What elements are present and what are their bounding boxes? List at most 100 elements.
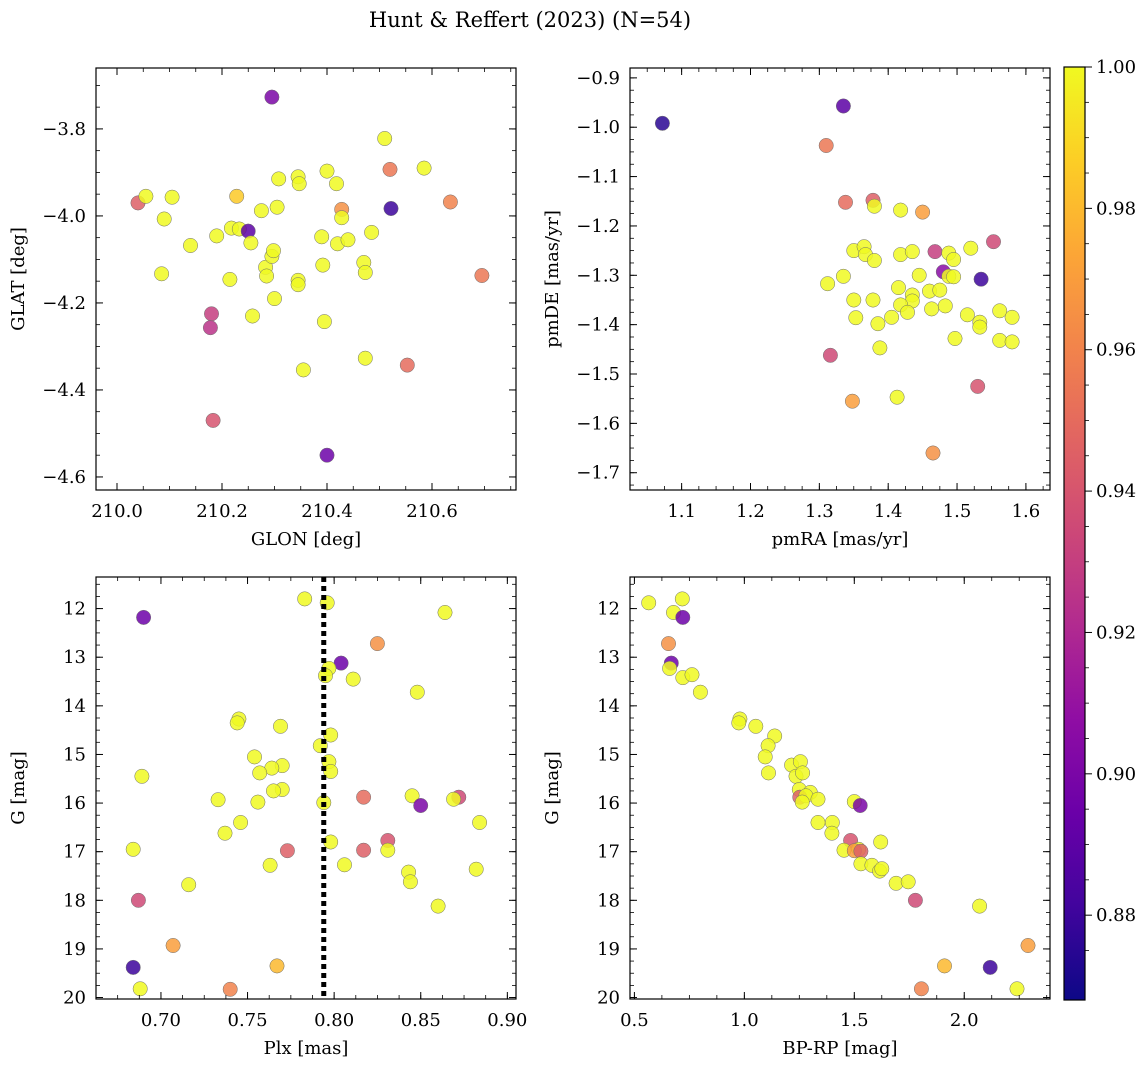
data-point: [252, 765, 268, 781]
y-tick-label: 15: [597, 744, 620, 765]
data-point: [913, 981, 929, 997]
subplot-2: 1.1 1.2 1.3 1.4 1.5 1.6 −0.9 −1.0 −1.1 −1.2 −1.3 −1…: [542, 67, 1051, 550]
data-point: [204, 306, 219, 322]
data-point: [947, 331, 963, 346]
data-point: [932, 282, 948, 298]
data-point: [748, 718, 764, 734]
data-point: [810, 815, 826, 830]
data-point: [154, 266, 170, 282]
y-tick-label: 19: [63, 939, 86, 960]
data-point: [156, 211, 172, 227]
data-point: [315, 257, 331, 273]
y-tick-label: 15: [63, 744, 86, 765]
data-point: [761, 765, 776, 781]
data-point: [889, 389, 905, 405]
y-tick-label: 16: [63, 793, 86, 814]
x-axis-label: BP-RP [mag]: [782, 1038, 897, 1059]
colorbar-tick-label: 0.98: [1096, 198, 1136, 219]
figure-title: Hunt & Reffert (2023) (N=54): [369, 8, 691, 32]
data-point: [210, 792, 226, 808]
data-point: [264, 89, 280, 105]
data-point: [661, 636, 676, 652]
data-point: [202, 320, 218, 336]
data-point: [838, 194, 853, 210]
data-point: [209, 228, 225, 244]
data-point: [138, 188, 154, 204]
data-point: [316, 314, 332, 330]
data-point: [937, 958, 952, 974]
data-point: [915, 204, 931, 220]
x-tick-label: 1.1: [667, 501, 696, 522]
y-tick-label: 17: [597, 842, 620, 863]
colorbar-tick-label: 1.00: [1096, 57, 1136, 78]
data-point: [253, 203, 269, 219]
data-point: [866, 198, 882, 214]
data-point: [291, 176, 307, 192]
y-tick-label: 12: [597, 599, 620, 620]
data-point: [891, 280, 906, 296]
data-point: [130, 892, 146, 908]
y-tick-label: −1.7: [576, 463, 620, 484]
data-point: [1004, 334, 1020, 350]
y-tick-label: 18: [597, 890, 620, 911]
y-tick-label: −4.0: [42, 206, 86, 227]
data-point: [810, 791, 826, 807]
data-point: [820, 276, 836, 292]
x-tick-label: 0.85: [401, 1010, 441, 1031]
data-point: [402, 874, 418, 890]
data-point: [870, 316, 886, 332]
y-tick-label: −4.4: [42, 380, 86, 401]
data-point: [345, 671, 361, 687]
data-point: [824, 825, 840, 841]
data-point: [183, 238, 198, 253]
y-tick-label: 14: [597, 696, 620, 717]
axes-frame: [629, 67, 1051, 491]
data-point: [165, 938, 181, 953]
data-point: [217, 825, 233, 841]
data-point: [273, 718, 288, 734]
data-point: [229, 715, 245, 731]
colorbar: 0.88 0.90 0.92 0.94 0.96 0.98 1.00: [1063, 57, 1136, 1001]
data-point: [266, 783, 281, 799]
data-point: [946, 269, 962, 285]
data-point: [972, 319, 988, 335]
data-point: [992, 303, 1008, 319]
scatter-points: [130, 89, 490, 463]
data-point: [364, 224, 380, 240]
data-point: [973, 271, 989, 287]
data-point: [468, 861, 484, 877]
data-point: [474, 268, 490, 283]
colorbar-tick-label: 0.88: [1096, 905, 1136, 926]
data-point: [900, 304, 915, 320]
data-point: [134, 768, 150, 784]
x-axis-label: Plx [mas]: [264, 1038, 349, 1059]
data-point: [900, 874, 916, 890]
data-point: [125, 841, 141, 857]
colorbar-tick-label: 0.90: [1096, 764, 1136, 785]
data-point: [279, 843, 295, 859]
data-point: [267, 291, 282, 307]
x-tick-label: 1.4: [874, 501, 903, 522]
y-tick-label: −1.5: [576, 364, 620, 385]
subplot-1: 210.0 210.2 210.4 210.6 −3.8 −4.0 −4.2 −4.4 −4.6…: [8, 67, 517, 550]
data-point: [1004, 309, 1020, 325]
data-point: [884, 309, 900, 325]
y-tick-label: −1.2: [576, 216, 620, 237]
data-point: [404, 788, 420, 804]
data-point: [383, 201, 399, 216]
subplot-3: 0.70 0.75 0.80 0.85 0.90 12 13 14 15 16 17 18 19 20 Pl…: [8, 576, 527, 1059]
y-axis-label: pmDE [mas/yr]: [542, 210, 563, 348]
data-point: [972, 898, 988, 914]
x-axis-label: GLON [deg]: [251, 529, 361, 550]
axes-frame: [95, 576, 517, 1000]
data-point: [380, 842, 396, 858]
data-point: [323, 764, 339, 779]
data-point: [205, 412, 221, 428]
y-tick-label: 18: [63, 890, 86, 911]
data-point: [684, 667, 700, 683]
data-point: [356, 789, 372, 805]
data-point: [893, 202, 909, 218]
data-point: [795, 765, 811, 781]
data-point: [641, 595, 657, 611]
